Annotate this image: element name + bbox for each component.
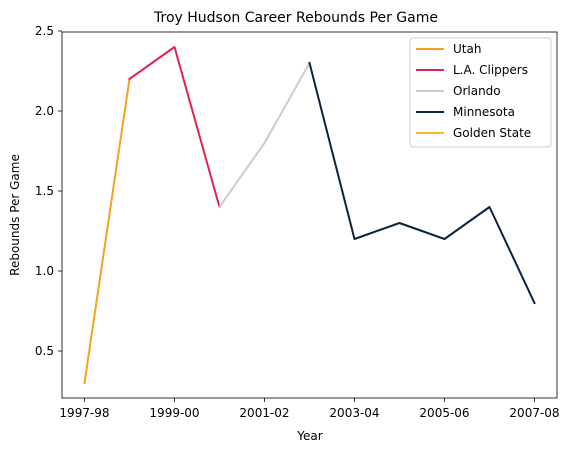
series-line-utah <box>83 77 131 385</box>
legend-label: L.A. Clippers <box>453 63 528 77</box>
lines-layer <box>83 46 536 385</box>
y-tick-label: 2.5 <box>35 24 54 38</box>
x-axis-label: Year <box>296 429 322 443</box>
x-tick-label: 2005-06 <box>419 406 469 420</box>
plot-frame <box>61 31 558 399</box>
y-tick-label: 0.5 <box>35 344 54 358</box>
x-tick-label: 2001-02 <box>239 406 289 420</box>
x-tick-label: 2007-08 <box>509 406 559 420</box>
legend-label: Orlando <box>453 84 501 98</box>
legend-box <box>409 37 552 148</box>
x-tick-label: 2003-04 <box>329 406 379 420</box>
y-axis: 0.5 1.0 1.5 2.0 2.5 <box>35 24 62 358</box>
x-tick-label: 1997-98 <box>59 406 109 420</box>
y-axis-label: Rebounds Per Game <box>8 154 22 276</box>
legend: Utah L.A. Clippers Orlando Minnesota Golden … <box>409 37 552 148</box>
series-line-orlando <box>218 61 311 209</box>
legend-label: Golden State <box>453 126 531 140</box>
chart-title: Troy Hudson Career Rebounds Per Game <box>153 10 438 26</box>
x-axis: 1997-98 1999-00 2001-02 2003-04 2005-06 2007-… <box>59 398 560 420</box>
y-tick-label: 1.0 <box>35 264 54 278</box>
x-tick-label: 1999-00 <box>149 406 199 420</box>
legend-label: Utah <box>453 42 481 56</box>
plot-area <box>61 31 558 399</box>
y-tick-label: 2.0 <box>35 104 54 118</box>
y-tick-label: 1.5 <box>35 184 54 198</box>
series-line-minnesota <box>308 61 536 305</box>
legend-label: Minnesota <box>453 105 515 119</box>
series-line-l-a-clippers <box>128 46 221 209</box>
